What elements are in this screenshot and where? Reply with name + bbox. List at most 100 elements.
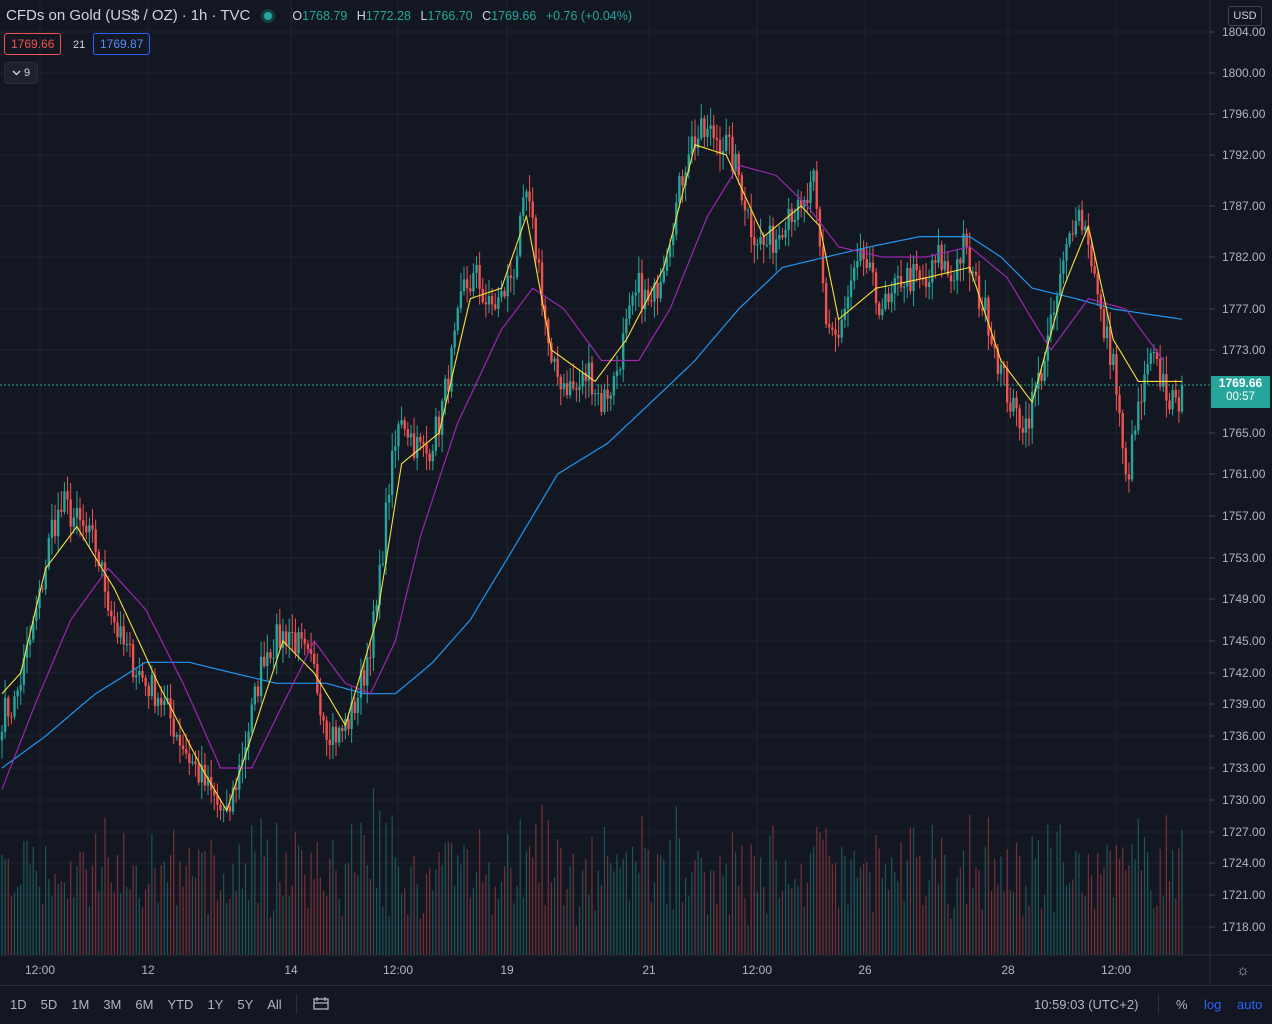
volume-bar <box>1128 865 1130 955</box>
volume-bar <box>1053 912 1055 955</box>
candle-body <box>868 262 872 268</box>
candle-body <box>884 293 887 310</box>
candle-body <box>774 239 778 254</box>
volume-bar <box>1131 843 1133 955</box>
clock-timezone[interactable]: 10:59:03 (UTC+2) <box>1034 997 1139 1012</box>
buy-price-button[interactable]: 1769.87 <box>93 33 151 55</box>
candle-body <box>593 393 597 395</box>
volume-bar <box>894 872 896 955</box>
volume-bar <box>166 882 169 955</box>
volume-bar <box>1009 890 1011 955</box>
y-tick-label: 1727.00 <box>1222 825 1266 839</box>
candle-body <box>325 720 328 740</box>
candle-body <box>122 626 125 645</box>
range-button-ytd[interactable]: YTD <box>167 997 194 1012</box>
volume-bar <box>148 884 150 955</box>
date-range-icon[interactable] <box>312 995 332 1013</box>
volume-bar <box>788 884 790 955</box>
volume-bar <box>79 851 81 955</box>
volume-bar <box>291 885 293 955</box>
volume-bar <box>1172 850 1174 955</box>
volume-bar <box>116 855 119 955</box>
candle-body <box>871 262 875 273</box>
candle-body <box>38 588 41 609</box>
candle-body <box>503 290 506 297</box>
candle-body <box>391 450 394 495</box>
range-button-3m[interactable]: 3M <box>103 997 122 1012</box>
candle-body <box>821 246 825 284</box>
candle-body <box>712 125 715 138</box>
candle-body <box>397 424 400 447</box>
candle-body <box>934 260 937 263</box>
candle-body <box>253 686 257 705</box>
volume-bar <box>660 854 662 955</box>
candle-body <box>650 300 653 302</box>
range-button-5d[interactable]: 5D <box>40 997 58 1012</box>
volume-bar <box>1040 908 1043 955</box>
candle-body <box>522 197 525 216</box>
candle-body <box>259 656 263 697</box>
volume-bar <box>260 818 262 955</box>
candle-body <box>484 302 488 305</box>
candle-body <box>512 277 516 279</box>
candle-body <box>1146 363 1149 375</box>
last-price-value: 1769.66 <box>1218 376 1263 390</box>
sell-price-button[interactable]: 1769.66 <box>4 33 62 55</box>
volume-bar <box>391 815 393 955</box>
symbol-title[interactable]: CFDs on Gold (US$ / OZ) <box>6 7 178 24</box>
range-button-1y[interactable]: 1Y <box>207 997 224 1012</box>
volume-bar <box>891 857 893 955</box>
volume-bar <box>610 862 612 955</box>
volume-bar <box>29 864 31 955</box>
candle-body <box>625 318 628 334</box>
volume-bar <box>266 839 268 955</box>
ma-mid-line <box>1 164 1164 790</box>
range-button-5y[interactable]: 5Y <box>237 997 254 1012</box>
candle-body <box>728 134 731 137</box>
volume-bar <box>853 850 855 955</box>
percent-scale-toggle[interactable]: % <box>1176 997 1188 1012</box>
candle-body <box>553 358 556 362</box>
candle-body <box>72 517 75 527</box>
range-button-6m[interactable]: 6M <box>135 997 154 1012</box>
currency-button[interactable]: USD <box>1228 6 1262 26</box>
volume-bar <box>1122 847 1124 955</box>
volume-bar <box>1103 867 1105 955</box>
candle-body <box>75 508 79 518</box>
candle-body <box>1143 374 1146 402</box>
candle-body <box>434 416 438 451</box>
candle-body <box>387 494 391 503</box>
auto-scale-toggle[interactable]: auto <box>1237 997 1263 1012</box>
candle-body <box>309 649 313 654</box>
range-button-1d[interactable]: 1D <box>10 997 27 1012</box>
volume-bar <box>60 881 62 955</box>
candle-body <box>1105 326 1109 339</box>
volume-bar <box>179 861 181 955</box>
candle-body <box>163 700 166 706</box>
volume-bar <box>335 870 337 955</box>
y-tick-label: 1777.00 <box>1222 302 1266 316</box>
candle-body <box>853 267 856 281</box>
log-scale-toggle[interactable]: log <box>1204 997 1222 1012</box>
price-chart[interactable]: 1804.00 1800.00 1796.00 1792.00 1787.00 1782.… <box>0 0 1272 985</box>
candle-body <box>1040 373 1043 381</box>
range-button-1m[interactable]: 1M <box>71 997 90 1012</box>
candle-body <box>909 267 912 291</box>
volume-bar <box>557 839 559 955</box>
volume-bar <box>435 869 437 955</box>
candle-body <box>750 210 753 238</box>
candle-body <box>141 670 144 678</box>
interval-label[interactable]: 1h <box>190 7 208 24</box>
candle-body <box>506 275 509 297</box>
candle-body <box>456 308 459 331</box>
volume-bar <box>691 872 693 955</box>
gear-icon[interactable]: ☼ <box>1236 962 1250 979</box>
range-button-all[interactable]: All <box>267 997 282 1012</box>
indicators-toggle-button[interactable]: 9 <box>4 62 38 84</box>
candle-body <box>665 257 669 271</box>
volume-bar <box>578 906 581 955</box>
volume-bar <box>120 893 122 955</box>
candle-body <box>525 191 528 198</box>
candle-body <box>809 181 812 203</box>
chevron-down-icon <box>12 70 21 76</box>
